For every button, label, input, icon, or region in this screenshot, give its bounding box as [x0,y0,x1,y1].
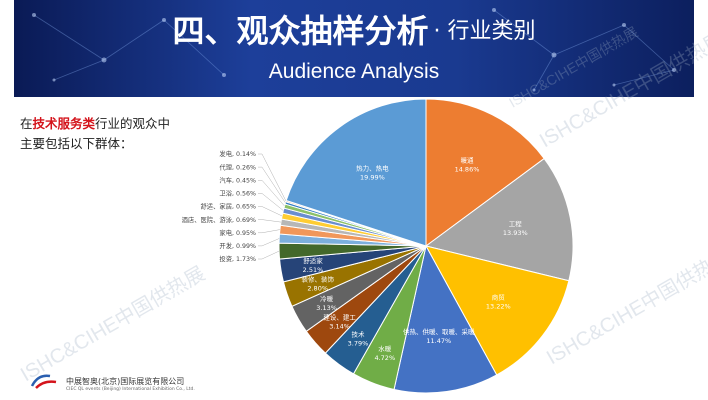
page-title-sub: · 行业类别 [433,19,536,44]
pie-label-percent: 14.86% [455,166,480,174]
pie-label-percent: 3.79% [348,339,369,347]
pie-label-outside: 代理, 0.26% [219,162,256,171]
page-english-title: Audience Analysis [268,60,440,83]
pie-leader-line [258,193,284,211]
pie-label-outside: 投资, 1.73% [219,254,256,263]
pie-label-category: 技术 [352,329,366,338]
pie-leader-line [258,153,287,202]
pie-label-category: 水暖 [378,344,392,353]
pie-label-outside: 发电, 0.14% [219,149,256,158]
pie-slice [393,244,498,394]
pie-label-percent: 13.93% [503,229,528,237]
pie-label-outside: 酒店、医院、游泳, 0.69% [182,215,256,224]
pie-label-category: 工程 [509,219,523,228]
pie-label-percent: 19.99% [360,173,385,181]
pie-label-outside: 汽车, 0.45% [219,175,256,184]
network-background-graphic [32,8,676,92]
intro-text: 在技术服务类行业的观众中 主要包括以下群体： [20,114,170,154]
pie-label-percent: 2.51% [303,266,324,274]
company-logo-icon [30,374,57,389]
page-title-main: 四、观众抽样分析 [172,12,429,50]
intro-highlight: 技术服务类 [32,116,96,131]
intro-prefix: 在 [20,116,33,131]
pie-label-percent: 3.13% [316,304,337,312]
pie-leader-line [258,250,280,260]
pie-leader-line [258,180,285,207]
pie-label-category: 建设、建工 [323,312,356,321]
pie-slice [285,98,427,247]
pie-slice [425,245,570,376]
pie-leader-line [258,219,282,223]
pie-label-outside: 开发, 0.99% [219,241,256,250]
intro-line-2: 主要包括以下群体： [20,136,133,151]
pie-label-outside: 家电, 0.95% [219,228,256,237]
company-name: 中展智奥(北京)国际展览有限公司 [66,377,185,386]
pie-leader-line [258,166,286,204]
pie-slices [278,98,574,394]
pie-label-percent: 13.22% [486,302,511,310]
page-title: 四、观众抽样分析 · 行业类别 [14,6,694,52]
intro-line-1: 在技术服务类行业的观众中 [20,114,170,134]
pie-label-percent: 3.14% [329,322,350,330]
pie-slice [425,98,545,247]
company-name-en: CIEC QL events (Beijing) International E… [66,387,195,392]
pie-label-outside: 舒适、家居, 0.65% [201,202,257,211]
intro-suffix: 行业的观众中 [95,116,171,131]
pie-label-category: 冷暖 [320,294,334,303]
header-banner: 四、观众抽样分析 · 行业类别 Audience Analysis [14,0,694,97]
pie-label-percent: 4.72% [374,354,395,362]
pie-leader-line [258,238,280,247]
pie-leader-lines [258,153,287,260]
pie-label-category: 供热、供暖、取暖、采暖 [403,327,475,336]
pie-label-category: 舒适家 [303,256,323,265]
pie-label-category: 热力、热电 [356,163,389,172]
pie-slice [424,157,574,282]
pie-label-category: 暖通 [461,156,475,165]
pie-label-category: 装修、装饰 [301,275,334,284]
pie-label-outside: 卫浴, 0.56% [219,189,256,198]
pie-label-percent: 2.80% [307,285,328,293]
pie-label-category: 商贸 [492,292,506,301]
pie-leader-line [258,206,283,217]
pie-label-percent: 11.47% [426,337,451,345]
pie-leader-line [258,229,280,234]
